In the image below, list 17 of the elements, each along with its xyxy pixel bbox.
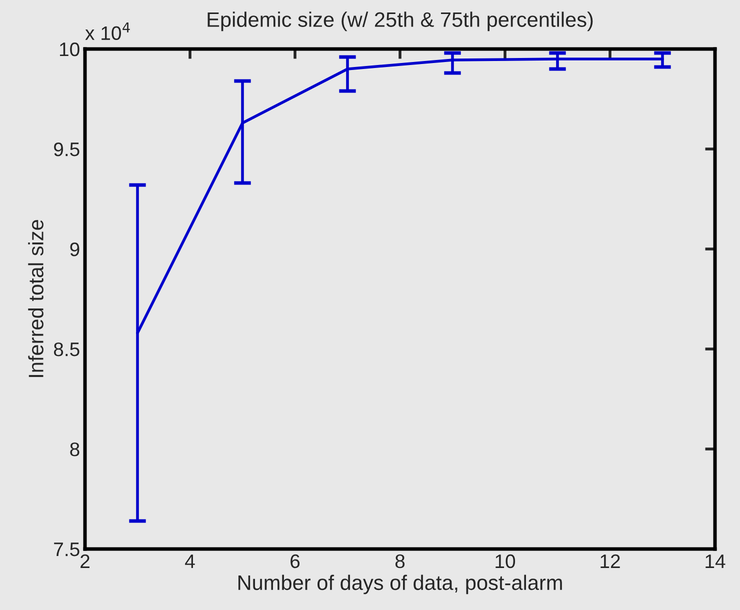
text: x 10$^{4}$ xyxy=(85,22,130,40)
x-tick-label: 6 xyxy=(290,554,300,568)
x-tick-label: 10 xyxy=(496,554,516,568)
x-axis-title: Number of days of data, post-alarm xyxy=(238,574,562,594)
x-tick-label: 14 xyxy=(706,554,726,568)
y-tick-label: 9 xyxy=(70,242,80,256)
y-tick-label: 7.5 xyxy=(54,542,80,556)
y-tick-label: 9.5 xyxy=(54,142,80,156)
y-tick-label: 8 xyxy=(70,442,80,456)
x-tick-label: 2 xyxy=(80,554,90,568)
y-axis-title: Inferred total size xyxy=(28,220,44,377)
y-tick-label: 10 xyxy=(60,42,80,56)
y-tick-label: 8.5 xyxy=(54,342,80,356)
x-tick-label: 8 xyxy=(395,554,405,568)
x-tick-label: 4 xyxy=(185,554,195,568)
x-tick-label: 12 xyxy=(600,554,620,568)
chart-title: Epidemic size (w/ 25th & 75th percentiles) xyxy=(208,12,593,32)
